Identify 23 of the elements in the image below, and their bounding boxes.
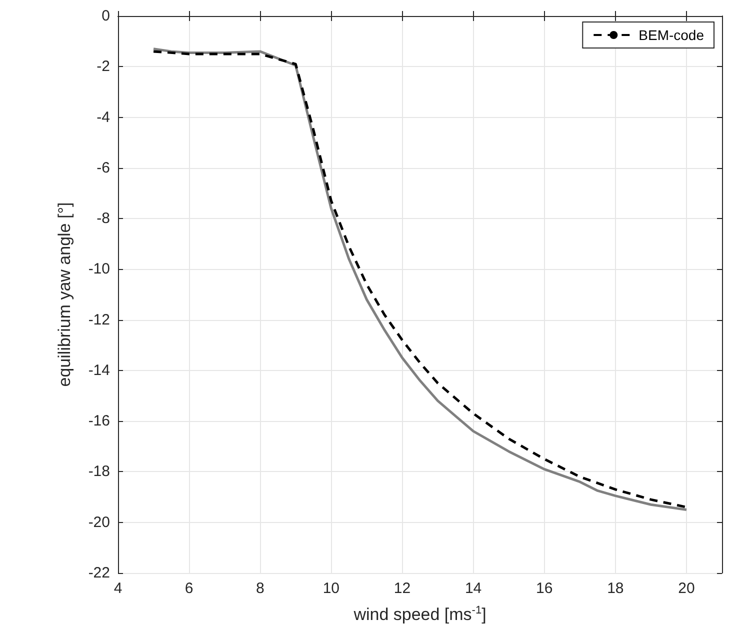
x-tick-label: 4 xyxy=(114,580,122,597)
y-axis-title: equilibrium yaw angle [°] xyxy=(55,202,74,387)
y-tick-label: -16 xyxy=(88,412,110,430)
y-tick-label: -10 xyxy=(88,260,110,278)
y-tick-label: -8 xyxy=(96,210,110,228)
y-tick-label: 0 xyxy=(102,8,110,24)
x-tick-label: 6 xyxy=(184,580,194,597)
x-tick-label: 12 xyxy=(394,580,411,597)
y-tick-label: -18 xyxy=(88,463,110,480)
y-tick-label: -14 xyxy=(88,362,110,379)
y-tick-label: -20 xyxy=(88,514,110,531)
legend-label: BEM-code xyxy=(638,27,704,43)
y-tick-label: -6 xyxy=(96,159,110,176)
x-tick-label: 14 xyxy=(464,580,482,597)
y-tick-label: -12 xyxy=(88,311,110,328)
x-tick-label: 18 xyxy=(607,580,624,597)
y-tick-label: -22 xyxy=(88,564,110,582)
x-tick-label: 10 xyxy=(322,580,340,597)
x-tick-label: 8 xyxy=(256,580,264,597)
x-tick-label: 20 xyxy=(678,580,695,597)
x-tick-label: 16 xyxy=(536,580,553,597)
y-tick-label: -2 xyxy=(96,58,110,76)
y-tick-label: -4 xyxy=(96,108,110,126)
